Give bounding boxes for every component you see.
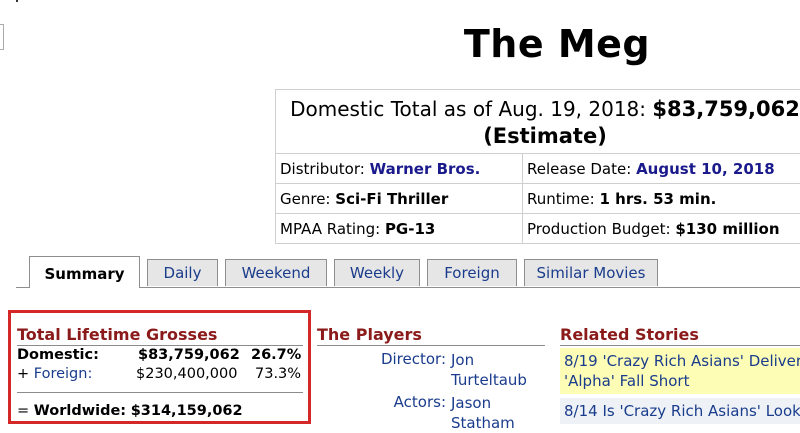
players-title: The Players <box>317 325 422 344</box>
release-date-label: Release Date: <box>527 160 631 178</box>
foreign-value: $230,400,000 <box>136 366 237 382</box>
tab-summary[interactable]: Summary <box>29 256 140 288</box>
domestic-total-note: (Estimate) <box>483 124 607 148</box>
runtime-cell: Runtime: 1 hrs. 53 min. <box>523 184 800 214</box>
release-date-cell: Release Date: August 10, 2018 <box>523 154 800 184</box>
tab-weekly[interactable]: Weekly <box>334 259 420 286</box>
grosses-title-underline <box>17 345 303 346</box>
actor-name-line2: Statham <box>451 413 515 433</box>
foreign-link[interactable]: Foreign: <box>34 366 93 382</box>
mpaa-value: PG-13 <box>385 220 435 238</box>
runtime-value: 1 hrs. 53 min. <box>600 190 717 208</box>
release-date-link[interactable]: August 10, 2018 <box>636 160 775 178</box>
domestic-total-value: $83,759,062 <box>652 97 799 121</box>
worldwide-prefix: = <box>17 403 34 419</box>
tab-weekend[interactable]: Weekend <box>225 259 327 286</box>
budget-value: $130 million <box>675 220 779 238</box>
left-edge-box <box>0 24 4 50</box>
story-item[interactable]: 8/14 Is 'Crazy Rich Asians' Lookin <box>560 398 800 424</box>
movie-info-table: Domestic Total as of Aug. 19, 2018: $83,… <box>275 89 800 244</box>
story-line: 8/19 'Crazy Rich Asians' Delivers S <box>564 351 800 371</box>
budget-cell: Production Budget: $130 million <box>523 214 800 244</box>
actor-link[interactable]: Jason Statham <box>451 393 515 433</box>
runtime-label: Runtime: <box>527 190 595 208</box>
page-title: The Meg <box>320 22 794 66</box>
genre-cell: Genre: Sci-Fi Thriller <box>276 184 523 214</box>
grosses-title: Total Lifetime Grosses <box>17 325 217 344</box>
stories-title: Related Stories <box>560 325 699 344</box>
domestic-label: Domestic: <box>17 347 99 363</box>
worldwide-label: Worldwide: <box>34 403 126 419</box>
stray-dot <box>16 0 18 2</box>
domestic-pct: 26.7% <box>251 347 301 363</box>
story-line: 8/14 Is 'Crazy Rich Asians' Lookin <box>564 401 800 421</box>
foreign-label-wrap: + Foreign: <box>17 366 92 382</box>
domestic-total-label: Domestic Total as of Aug. 19, 2018: <box>290 97 646 121</box>
director-label: Director: <box>370 350 446 368</box>
story-item[interactable]: 8/19 'Crazy Rich Asians' Delivers S 'Alp… <box>560 348 800 394</box>
worldwide-wrap: = Worldwide: $314,159,062 <box>17 403 243 419</box>
budget-label: Production Budget: <box>527 220 671 238</box>
director-link[interactable]: Jon Turteltaub <box>451 350 527 390</box>
grosses-divider <box>17 392 303 393</box>
tab-foreign[interactable]: Foreign <box>427 259 517 286</box>
distributor-label: Distributor: <box>280 160 365 178</box>
tab-bar: Summary Daily Weekend Weekly Foreign Sim… <box>0 254 800 288</box>
players-title-underline <box>317 345 545 346</box>
director-name-line2: Turteltaub <box>451 370 527 390</box>
actors-label: Actors: <box>370 393 446 411</box>
mpaa-label: MPAA Rating: <box>280 220 380 238</box>
foreign-prefix: + <box>17 366 34 382</box>
story-line: 'Alpha' Fall Short <box>564 371 800 391</box>
director-name-line1: Jon <box>451 350 527 370</box>
domestic-value: $83,759,062 <box>138 347 240 363</box>
domestic-total-cell: Domestic Total as of Aug. 19, 2018: $83,… <box>276 90 800 154</box>
tab-similar-movies[interactable]: Similar Movies <box>524 259 658 286</box>
genre-value: Sci-Fi Thriller <box>335 190 448 208</box>
worldwide-value: $314,159,062 <box>131 403 243 419</box>
distributor-cell: Distributor: Warner Bros. <box>276 154 523 184</box>
tab-daily[interactable]: Daily <box>147 259 218 286</box>
mpaa-cell: MPAA Rating: PG-13 <box>276 214 523 244</box>
stories-title-underline <box>560 345 800 346</box>
genre-label: Genre: <box>280 190 330 208</box>
distributor-link[interactable]: Warner Bros. <box>370 160 481 178</box>
actor-name-line1: Jason <box>451 393 515 413</box>
foreign-pct: 73.3% <box>255 366 301 382</box>
